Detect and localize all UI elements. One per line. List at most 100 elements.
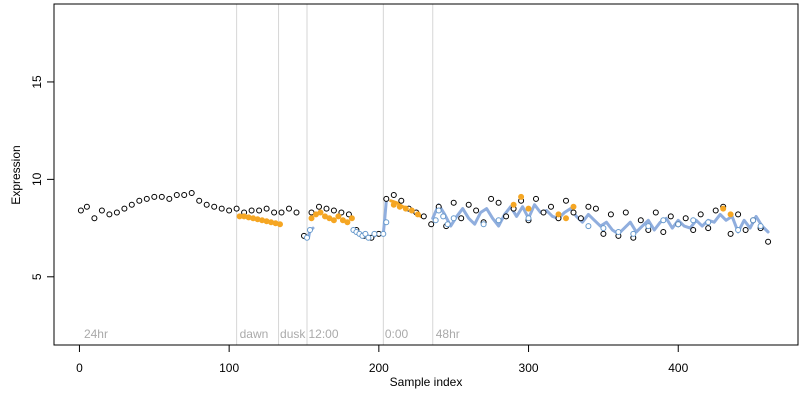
data-point-black [316,203,322,210]
data-point-blue [432,217,439,224]
data-point-black [91,215,98,222]
data-point-black [495,199,502,206]
data-point-blue [304,234,310,241]
data-point-black [540,209,547,216]
data-point-black [166,195,173,202]
data-point-black [600,230,607,237]
data-point-black [690,227,697,233]
data-point-orange [402,205,409,212]
data-point-orange [308,215,315,222]
data-point-black [330,207,337,214]
data-point-black [503,213,510,220]
fitted-line-blue [381,199,388,236]
data-point-blue [705,219,712,226]
data-point-orange [727,211,734,218]
data-point-orange [510,201,517,208]
data-point-blue [757,223,764,230]
data-point-black [218,205,225,212]
data-point-black [256,207,263,214]
data-point-blue [435,207,442,214]
data-point-blue [525,215,532,222]
data-point-black [592,205,599,212]
data-point-blue [380,230,387,237]
x-tick-label: 0 [76,361,83,375]
x-axis: 0 100 200 300 400 [76,344,689,375]
data-point-blue [630,230,637,237]
data-point-blue [450,215,457,222]
data-point-black [181,192,188,198]
data-point-orange [563,215,569,222]
data-point-blue [585,223,592,230]
data-point-orange [414,211,421,218]
annotation-label: 0:00 [385,327,409,341]
data-point-orange [390,201,397,208]
data-point-black [248,207,255,214]
data-point-black [121,205,128,212]
x-tick-label: 100 [219,361,239,375]
annotation-label: dawn [240,327,269,341]
annotation-label: 48hr [436,327,460,341]
data-point-black [765,238,772,245]
data-point-black [533,195,539,202]
annotation-label: 24hr [84,327,108,341]
data-point-black [136,197,143,204]
data-point-black [660,229,667,235]
data-point-orange [277,221,283,228]
data-point-black [570,209,577,216]
data-point-orange [330,217,337,224]
data-point-black [450,199,457,206]
data-point-orange [348,215,355,222]
data-point-black [196,197,203,204]
x-tick-label: 200 [369,361,389,375]
data-point-black [173,192,180,198]
data-point-black [98,207,105,214]
data-point-blue [371,230,378,237]
annotation-label: 12:00 [308,327,338,341]
data-point-black [271,209,278,216]
vertical-lines-layer [236,4,434,345]
data-point-black [390,192,397,198]
data-point-black [428,221,435,228]
data-point-black [577,215,584,222]
data-point-black [203,201,210,208]
data-point-orange [396,203,403,210]
data-point-black [77,207,84,214]
data-point-orange [335,213,342,220]
points-layer [77,190,772,245]
data-point-blue [660,217,667,224]
data-point-black [293,209,300,216]
y-tick-label: 10 [30,172,44,186]
data-point-blue [362,230,369,237]
data-point-black [233,205,240,212]
data-point-black [585,203,592,210]
data-point-black [398,197,405,204]
data-point-black [622,209,629,216]
data-point-orange [720,205,727,212]
data-point-black [263,205,270,212]
data-point-black [83,203,90,210]
data-point-black [652,209,659,216]
data-point-blue [645,223,652,230]
data-point-black [151,193,158,200]
data-point-blue [750,217,757,224]
x-axis-label: Sample index [390,375,463,389]
data-point-black [143,195,150,202]
annotation-label: dusk [280,327,306,341]
data-point-blue [383,219,390,226]
data-point-blue [365,234,372,241]
data-point-black [323,205,330,212]
data-point-black [712,207,719,214]
y-axis-label: Expression [9,145,23,204]
fitted-line-blue [431,203,770,236]
data-point-black [188,190,195,196]
data-point-black [106,211,113,218]
data-point-blue [495,217,502,224]
data-point-black [226,207,233,214]
data-point-black [637,217,644,224]
data-point-orange [525,205,532,212]
data-point-black [697,211,704,218]
data-point-orange [408,207,415,214]
data-point-black [563,197,569,204]
data-point-blue [735,227,742,233]
data-point-black [211,203,218,210]
